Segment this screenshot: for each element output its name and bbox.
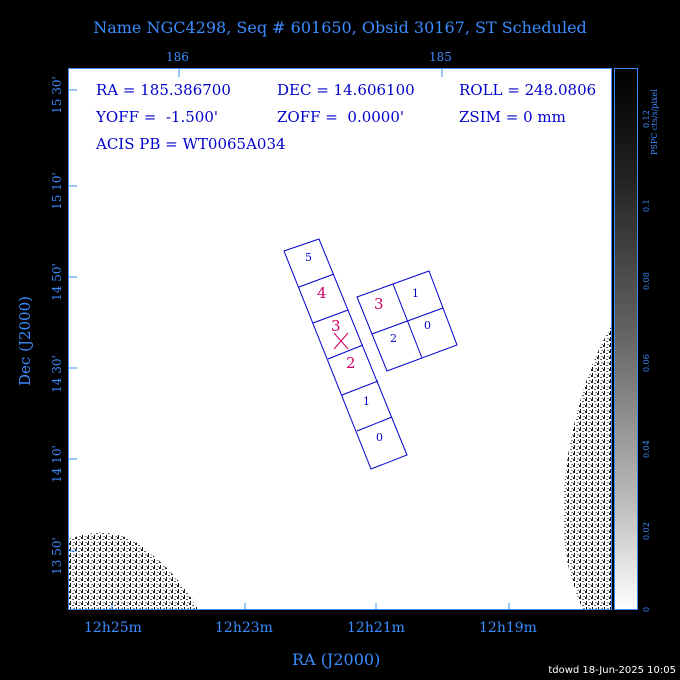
y-tick-1410: 14 10' [49, 445, 64, 483]
sky-plot: RA = 185.386700 DEC = 14.606100 ROLL = 2… [68, 68, 612, 610]
y-tick-1510: 15 10' [49, 172, 64, 210]
plot-title: Name NGC4298, Seq # 601650, Obsid 30167,… [93, 18, 587, 37]
x-axis-label: RA (J2000) [292, 650, 381, 669]
cb-tick-006: 0.06 [642, 354, 651, 372]
info-zsim: ZSIM = 0 mm [459, 108, 566, 126]
chip-label-i3: 3 [374, 295, 384, 313]
cb-tick-0: 0 [642, 606, 651, 612]
x-tick-12h19m: 12h19m [479, 620, 537, 636]
top-tick-186: 186 [166, 50, 189, 64]
cb-tick-004: 0.04 [642, 440, 651, 458]
colorbar [614, 68, 638, 610]
chip-label-i2: 2 [390, 332, 397, 345]
aimpoint-cross-icon [333, 332, 349, 350]
info-zoff: ZOFF = 0.0000' [277, 108, 405, 126]
y-tick-1530: 15 30' [49, 76, 64, 114]
cb-tick-002: 0.02 [642, 522, 651, 540]
info-dec: DEC = 14.606100 [277, 81, 415, 99]
axis-ticks [69, 69, 510, 609]
chip-label-s5: 5 [305, 251, 312, 264]
y-axis-label: Dec (J2000) [15, 296, 34, 386]
colorbar-label: PSPC cts/s/pixel [650, 89, 659, 155]
info-yoff: YOFF = -1.500' [96, 108, 219, 126]
field-overlay [69, 238, 611, 609]
chip-label-s3: 3 [331, 317, 341, 335]
acis-s-array [283, 238, 408, 470]
chip-label-s2: 2 [346, 354, 356, 372]
chip-label-s0: 0 [376, 431, 383, 444]
chip-label-s4: 4 [317, 284, 327, 302]
x-tick-12h23m: 12h23m [215, 620, 273, 636]
y-tick-1450: 14 50' [49, 263, 64, 301]
top-tick-185: 185 [429, 50, 452, 64]
cb-tick-010: 0.1 [642, 199, 651, 212]
info-acis: ACIS PB = WT0065A034 [96, 135, 286, 153]
chip-label-s1: 1 [363, 395, 370, 408]
acis-i-array [356, 270, 458, 372]
info-roll: ROLL = 248.0806 [459, 81, 597, 99]
survey-noise-right [563, 327, 611, 609]
x-tick-12h25m: 12h25m [84, 620, 142, 636]
chip-label-i1: 1 [412, 287, 419, 300]
survey-noise-bottom-left [69, 532, 198, 609]
credit-line: tdowd 18-Jun-2025 10:05 [548, 665, 676, 676]
chip-label-i0: 0 [424, 319, 431, 332]
x-tick-12h21m: 12h21m [347, 620, 405, 636]
y-tick-1430: 14 30' [49, 355, 64, 393]
cb-tick-008: 0.08 [642, 272, 651, 290]
y-tick-1350: 13 50' [49, 537, 64, 575]
info-ra: RA = 185.386700 [96, 81, 231, 99]
